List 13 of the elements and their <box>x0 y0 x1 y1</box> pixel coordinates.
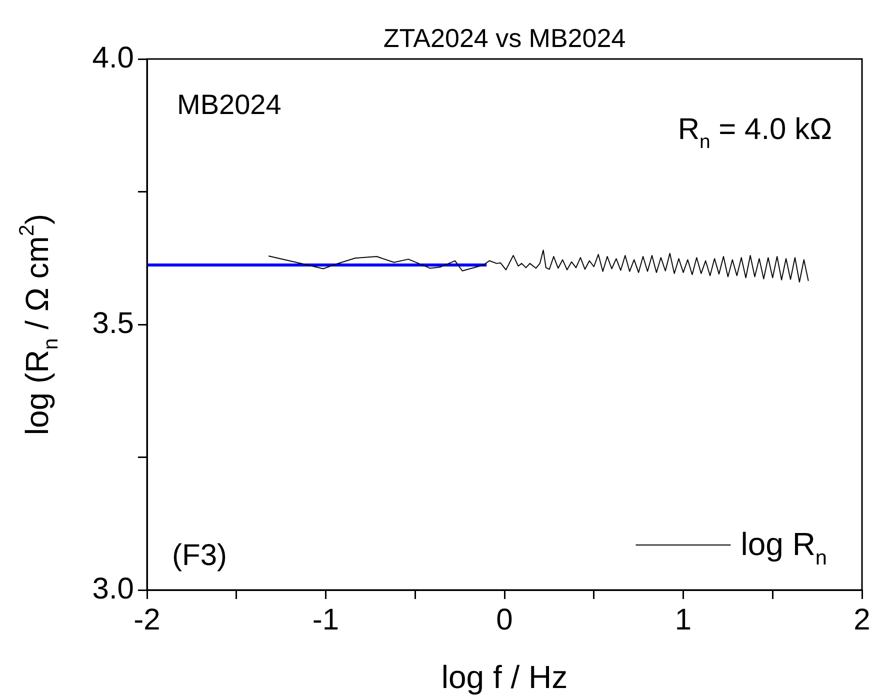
y-axis-title: log (Rn / Ω cm2) <box>16 214 63 436</box>
x-tick-label: -1 <box>312 603 340 636</box>
x-tick-label: 1 <box>674 603 692 636</box>
y-tick-label: 4.0 <box>92 41 134 74</box>
x-tick-label: 0 <box>496 603 513 636</box>
chart-title: ZTA2024 vs MB2024 <box>383 23 626 53</box>
x-tick-label: -2 <box>134 603 160 636</box>
annotation: (F3) <box>172 539 227 572</box>
annotation: MB2024 <box>177 89 282 120</box>
x-tick-label: 2 <box>854 603 870 636</box>
x-axis-title: log f / Hz <box>441 659 568 695</box>
y-tick-label: 3.5 <box>92 306 134 340</box>
y-tick-label: 3.0 <box>92 572 134 606</box>
